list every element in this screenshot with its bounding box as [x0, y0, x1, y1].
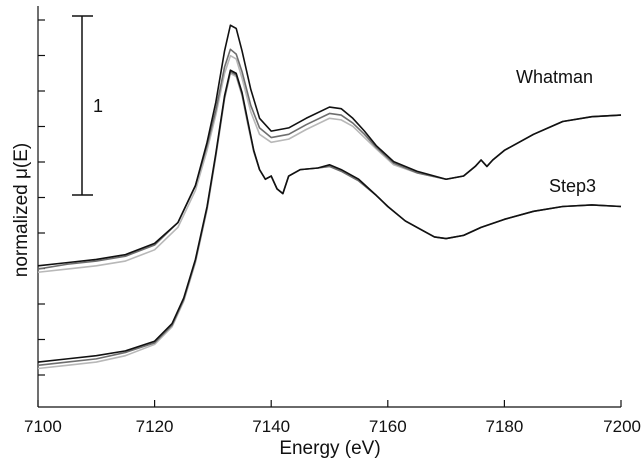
x-tick-label: 7140	[252, 417, 290, 436]
y-axis-label: normalized μ(E)	[11, 143, 32, 277]
x-axis-ticks: 7100 7120 7140 7160 7180 7200	[24, 400, 641, 436]
x-tick-label: 7120	[136, 417, 174, 436]
series-line-whatman-black	[37, 24, 622, 267]
y-axis-ticks	[38, 19, 45, 376]
series-labels: Whatman Step3	[516, 67, 596, 196]
plot-axes	[37, 6, 621, 408]
series-line-whatman-lightgray	[37, 54, 622, 274]
series-line-step3-gray	[37, 70, 622, 367]
scale-bar: 1	[72, 15, 103, 196]
x-tick-label: 7100	[24, 417, 62, 436]
series-line-step3-black	[37, 69, 622, 363]
series-layer	[37, 24, 622, 370]
scale-bar-label: 1	[93, 96, 103, 116]
x-tick-label: 7160	[369, 417, 407, 436]
series-label-whatman: Whatman	[516, 67, 593, 87]
x-tick-label: 7180	[485, 417, 523, 436]
series-label-step3: Step3	[549, 176, 596, 196]
x-axis-label: Energy (eV)	[279, 438, 380, 459]
x-tick-label: 7200	[603, 417, 641, 436]
